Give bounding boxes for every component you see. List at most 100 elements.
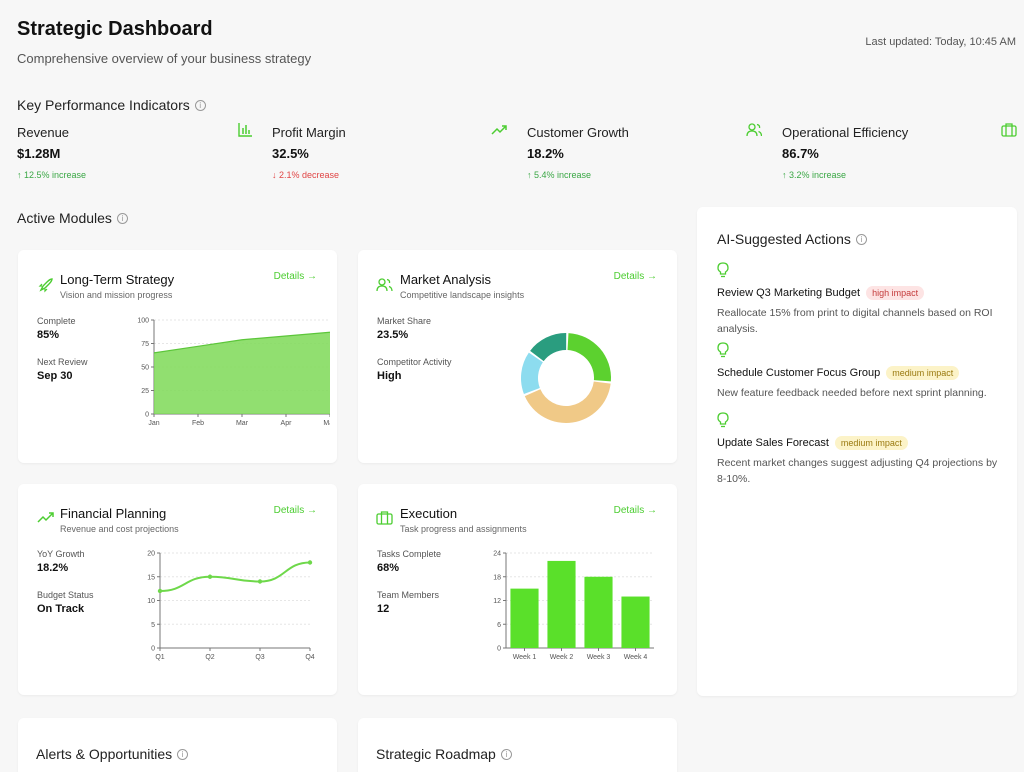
y-tick-label: 24 [493, 551, 501, 558]
y-tick-label: 15 [147, 574, 155, 581]
donut-slice [530, 333, 567, 362]
stat-label: Market Share [377, 316, 432, 326]
y-tick-label: 12 [493, 598, 501, 605]
info-icon[interactable]: i [116, 212, 128, 224]
kpi-label: Customer Growth [527, 125, 629, 140]
module-card-long-term: Long-Term Strategy Vision and mission pr… [18, 250, 337, 463]
info-icon[interactable]: i [194, 99, 206, 111]
kpi-card: Customer Growth 18.2% ↑ 5.4% increase [527, 125, 772, 180]
details-link[interactable]: Details → [613, 271, 657, 282]
info-icon[interactable]: i [855, 233, 867, 245]
roadmap-title: Strategic Roadmap i [376, 746, 512, 762]
x-tick-label: May [323, 420, 330, 427]
stat-value: High [377, 370, 402, 382]
bar [584, 576, 613, 648]
stat-value: 23.5% [377, 329, 409, 341]
details-link[interactable]: Details → [273, 505, 317, 516]
impact-badge: high impact [866, 286, 925, 300]
bar-chart-icon [237, 122, 253, 143]
x-tick-label: Jan [148, 420, 159, 427]
card-subtitle: Competitive landscape insights [400, 290, 525, 300]
card-subtitle: Revenue and cost projections [60, 524, 179, 534]
stat-label: Budget Status [37, 590, 94, 600]
stat-label: Competitor Activity [377, 357, 452, 367]
line-series [159, 561, 311, 592]
x-tick-label: Q4 [305, 654, 314, 661]
x-tick-label: Week 1 [513, 654, 537, 661]
ai-action-description: Reallocate 15% from print to digital cha… [717, 307, 993, 335]
donut-chart [521, 333, 611, 423]
rocket-icon [38, 278, 53, 293]
y-tick-label: 50 [141, 365, 149, 372]
line-chart: 0 5 10 15 20 Q1 Q2 Q3 Q4 [147, 551, 315, 662]
x-tick-label: Mar [236, 420, 249, 427]
modules-section-title: Active Modules i [17, 210, 128, 226]
kpi-label: Profit Margin [272, 125, 346, 140]
ai-actions-title: AI-Suggested Actions i [717, 231, 867, 247]
kpi-label: Operational Efficiency [782, 125, 909, 140]
y-tick-label: 20 [147, 551, 155, 558]
kpi-card: Operational Efficiency 86.7% ↑ 3.2% incr… [782, 125, 1024, 180]
lightbulb-icon [717, 412, 729, 428]
stat-label: Complete [37, 316, 76, 326]
impact-badge: medium impact [886, 366, 960, 380]
users-icon [376, 278, 393, 292]
details-link[interactable]: Details → [613, 505, 657, 516]
details-link[interactable]: Details → [273, 271, 317, 282]
x-tick-label: Q1 [155, 654, 164, 661]
module-card-financial-planning: Financial Planning Revenue and cost proj… [18, 484, 337, 695]
stat-value: 68% [377, 562, 400, 574]
page-title: Strategic Dashboard [17, 18, 213, 40]
lightbulb-icon [717, 342, 729, 358]
area-series [154, 332, 330, 414]
stat-value: 85% [37, 329, 60, 341]
line-point [207, 574, 213, 579]
card-title: Execution [400, 506, 458, 521]
ai-action-item[interactable]: Schedule Customer Focus Group medium imp… [717, 342, 1002, 401]
x-tick-label: Q3 [255, 654, 264, 661]
impact-badge: medium impact [834, 436, 908, 450]
kpi-change: ↑ 3.2% increase [782, 170, 847, 180]
kpi-card: Revenue $1.28M ↑ 12.5% increase [17, 125, 262, 180]
kpi-label: Revenue [17, 125, 70, 140]
card-title: Long-Term Strategy [60, 272, 175, 287]
donut-slice [521, 352, 543, 395]
ai-action-item[interactable]: Update Sales Forecast medium impact Rece… [717, 412, 1002, 487]
line-point [257, 579, 263, 584]
kpi-value: 86.7% [782, 146, 819, 161]
x-tick-label: Week 3 [587, 654, 611, 661]
kpi-value: 32.5% [272, 146, 309, 161]
y-tick-label: 5 [151, 622, 155, 629]
y-tick-label: 0 [145, 412, 149, 419]
ai-actions-panel: AI-Suggested Actions i Review Q3 Marketi… [697, 207, 1017, 696]
stat-label: Tasks Complete [377, 549, 442, 559]
info-icon[interactable]: i [177, 748, 189, 760]
lightbulb-icon [717, 262, 729, 278]
line-point [307, 560, 313, 565]
bar [621, 596, 650, 648]
kpi-card: Profit Margin 32.5% ↓ 2.1% decrease [272, 125, 517, 180]
area-line [153, 331, 330, 354]
roadmap-label: Strategic Roadmap [376, 746, 496, 762]
kpi-change: ↑ 12.5% increase [17, 170, 87, 180]
card-title: Financial Planning [60, 506, 167, 521]
kpi-value: $1.28M [17, 146, 61, 161]
alerts-label: Alerts & Opportunities [36, 746, 173, 762]
y-tick-label: 0 [497, 646, 501, 653]
x-tick-label: Q2 [205, 654, 214, 661]
y-tick-label: 75 [141, 341, 149, 348]
modules-section-label: Active Modules [17, 210, 112, 226]
alerts-title: Alerts & Opportunities i [36, 746, 189, 762]
briefcase-icon [1001, 122, 1017, 143]
alerts-card: Alerts & Opportunities i [18, 718, 337, 772]
x-tick-label: Feb [192, 420, 204, 427]
stat-label: YoY Growth [37, 549, 85, 559]
line-point [157, 588, 163, 594]
ai-action-title: Update Sales Forecast [717, 437, 829, 449]
info-icon[interactable]: i [500, 748, 512, 760]
stat-label: Team Members [377, 590, 440, 600]
ai-action-title: Schedule Customer Focus Group [717, 367, 881, 379]
bar [547, 560, 576, 648]
ai-action-item[interactable]: Review Q3 Marketing Budget high impact R… [717, 262, 1002, 337]
stat-value: 18.2% [37, 562, 69, 574]
